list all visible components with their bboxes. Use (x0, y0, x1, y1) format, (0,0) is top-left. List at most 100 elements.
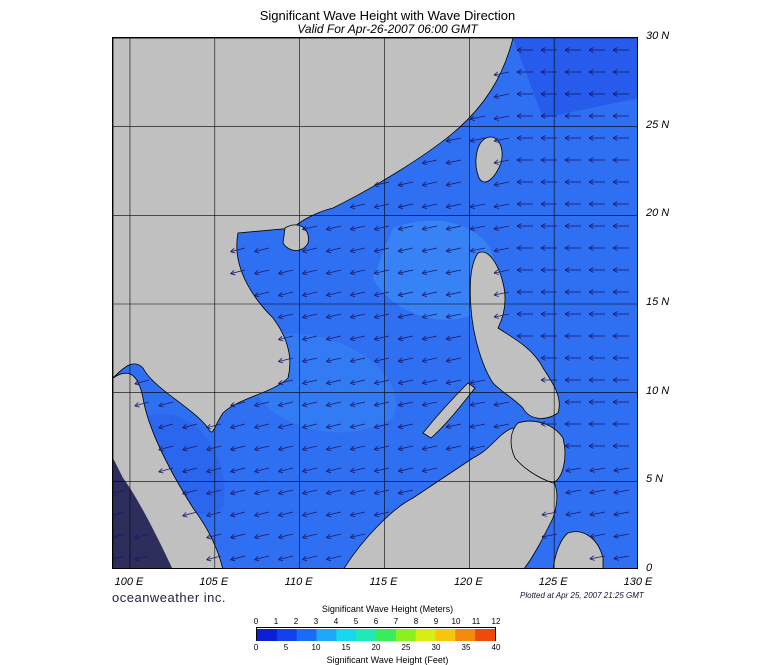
wave-arrow (445, 247, 462, 254)
wave-arrow (565, 467, 582, 473)
wave-arrow (254, 291, 270, 298)
latitude-label: 5 N (646, 473, 664, 486)
wave-arrow (373, 357, 390, 364)
wave-arrow (445, 137, 462, 144)
wave-arrow (493, 159, 510, 165)
wave-arrow (302, 247, 318, 254)
wave-arrow (349, 313, 366, 320)
wave-arrow (445, 269, 462, 276)
meter-tick-label: 4 (333, 617, 339, 626)
wave-arrow (206, 555, 222, 562)
wave-arrow (182, 423, 198, 430)
wave-arrow (469, 401, 486, 407)
wave-arrow (564, 47, 581, 53)
colorbar-segment (296, 629, 317, 641)
wave-arrow (588, 333, 605, 339)
wave-arrow (612, 443, 629, 449)
latitude-label: 30 N (646, 30, 670, 42)
wave-arrow (540, 135, 557, 141)
wave-arrow (469, 115, 486, 121)
wave-arrow (516, 69, 533, 75)
wave-arrow (278, 511, 294, 518)
wave-arrow (349, 357, 366, 364)
wave-arrow (540, 333, 557, 339)
wave-arrow (134, 533, 150, 540)
wave-arrow (134, 555, 150, 562)
wave-arrow (493, 401, 510, 407)
wave-arrow (445, 335, 462, 342)
wave-arrow (588, 69, 605, 75)
wave-arrow (254, 423, 270, 430)
wave-arrow (134, 379, 150, 386)
wave-arrow (278, 489, 294, 496)
wave-arrow (493, 247, 510, 253)
latitude-label: 15 N (646, 296, 670, 308)
wave-arrow (326, 555, 342, 562)
wave-arrow (326, 467, 342, 474)
wave-arrow (373, 335, 390, 342)
wave-arrow (493, 115, 510, 121)
wave-arrow (588, 201, 605, 207)
wave-arrow (588, 47, 605, 53)
wave-arrow (254, 467, 270, 474)
wave-arrow (445, 423, 462, 430)
wave-arrow (326, 423, 342, 430)
wave-arrow (421, 269, 438, 276)
wave-arrow (254, 555, 270, 562)
wave-arrow (326, 379, 342, 386)
meter-tick-label: 0 (253, 617, 259, 626)
wave-arrow (493, 313, 510, 319)
wave-arrow (612, 333, 629, 339)
wave-arrow (278, 401, 294, 408)
longitude-label: 100 E (114, 576, 144, 588)
wave-arrow (589, 555, 606, 561)
wave-arrow (206, 467, 222, 474)
wave-arrow (397, 401, 414, 408)
wave-arrow (612, 179, 629, 185)
mindanao-land (510, 420, 566, 484)
meter-tick-label: 10 (451, 617, 461, 626)
longitude-label: 130 E (623, 576, 653, 588)
sumatra-strait-shade (113, 458, 173, 568)
taiwan-land (475, 136, 503, 183)
wave-arrow (373, 489, 390, 496)
latitude-label: 0 (646, 562, 653, 574)
mainland-asia-land (113, 38, 514, 433)
meter-tick-label: 1 (273, 617, 279, 626)
wave-arrow (302, 357, 318, 364)
brand-logo: oceanweather inc. (112, 590, 227, 605)
meter-tick-label: 5 (353, 617, 359, 626)
wave-arrow (302, 511, 318, 518)
map-canvas (113, 38, 637, 568)
wave-arrow (421, 203, 438, 210)
wave-arrow (326, 489, 342, 496)
wave-arrow (254, 401, 270, 408)
wave-arrow (349, 247, 366, 254)
wave-arrow (182, 511, 198, 518)
colorbar-segment (435, 629, 456, 641)
wave-arrow (397, 335, 414, 342)
wave-arrow (278, 357, 294, 364)
wave-arrow (588, 399, 605, 405)
wave-arrow (349, 467, 366, 474)
wave-arrow (302, 313, 318, 320)
wave-arrow (230, 467, 246, 474)
wave-arrow (182, 467, 198, 474)
wave-arrow (516, 179, 533, 185)
wave-arrow (397, 423, 414, 430)
wave-arrow (564, 157, 581, 163)
wave-arrow (516, 333, 533, 339)
wave-arrow (469, 445, 486, 451)
wave-arrow (540, 311, 557, 317)
longitude-label: 105 E (199, 576, 229, 588)
wave-arrow (516, 157, 533, 163)
colorbar-segment (316, 629, 337, 641)
wave-arrow (230, 555, 246, 562)
wave-arrow (516, 201, 533, 207)
wave-arrow (540, 245, 557, 251)
wave-arrow (612, 69, 629, 75)
wave-arrow (588, 113, 605, 119)
wave-arrow (612, 245, 629, 251)
wave-arrow (564, 245, 581, 251)
longitude-label: 115 E (369, 576, 398, 588)
